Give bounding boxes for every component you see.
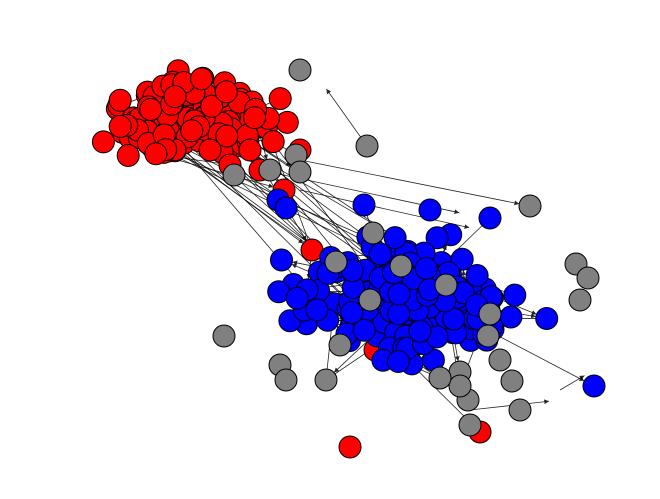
- graph-node-gray: [258, 158, 282, 182]
- graph-node-blue: [340, 301, 364, 325]
- graph-node-red: [139, 98, 163, 121]
- graph-node-red: [200, 94, 224, 118]
- graph-node-red: [180, 119, 204, 143]
- graph-node-blue: [383, 226, 407, 250]
- graph-edge: [326, 88, 368, 147]
- graph-node-blue: [408, 319, 432, 343]
- graph-node-gray: [274, 368, 298, 392]
- graph-node-blue: [352, 193, 376, 217]
- graph-node-blue: [368, 242, 392, 266]
- graph-node-red: [338, 435, 362, 459]
- graph-node-blue: [418, 198, 442, 222]
- graph-node-red: [243, 106, 267, 130]
- graph-node-blue: [285, 286, 309, 310]
- graph-node-red: [163, 85, 187, 109]
- graph-node-gray: [324, 250, 348, 274]
- graph-node-red: [190, 67, 213, 91]
- graph-node-gray: [576, 266, 600, 290]
- graph-node-red: [275, 110, 299, 134]
- graph-node-red: [268, 87, 292, 111]
- graph-node-blue: [387, 302, 411, 326]
- graph-node-gray: [355, 134, 379, 158]
- graph-edge: [559, 375, 585, 391]
- graph-node-blue: [270, 248, 293, 272]
- graph-node-gray: [358, 288, 382, 312]
- graph-node-gray: [222, 163, 246, 187]
- graph-node-blue: [425, 226, 449, 250]
- graph-node-gray: [448, 374, 472, 398]
- graph-node-red: [144, 142, 168, 166]
- graph-node-gray: [568, 288, 592, 312]
- graph-node-blue: [503, 283, 527, 307]
- graph-node-gray: [288, 160, 312, 184]
- graph-node-red: [108, 88, 132, 112]
- graph-node-gray: [508, 398, 532, 422]
- graph-node-blue: [499, 305, 523, 329]
- graph-node-gray: [500, 369, 524, 393]
- graph-edge: [299, 189, 470, 229]
- graph-node-blue: [478, 206, 502, 230]
- graph-node-blue: [535, 307, 559, 330]
- graph-edge: [299, 159, 520, 206]
- graph-node-gray: [361, 221, 385, 245]
- graph-node-gray: [518, 194, 542, 218]
- graph-node-gray: [458, 413, 482, 437]
- graph-node-red: [261, 130, 285, 154]
- graph-node-gray: [288, 58, 312, 82]
- graph-node-gray: [389, 254, 413, 278]
- graph-node-gray: [328, 333, 352, 357]
- graph-node-blue: [352, 318, 376, 342]
- graph-node-blue: [465, 264, 489, 287]
- graph-node-blue: [414, 257, 438, 280]
- graph-node-red: [238, 138, 262, 162]
- graph-node-gray: [212, 324, 236, 348]
- graph-node-red: [116, 144, 140, 167]
- graph-node-blue: [274, 196, 298, 220]
- graph-node-red: [215, 124, 239, 148]
- graph-node-gray: [478, 302, 502, 326]
- graph-node-gray: [488, 348, 512, 372]
- graph-node-gray: [314, 368, 338, 392]
- graph-node-red: [214, 80, 238, 104]
- node-layer: [91, 58, 606, 459]
- graph-node-blue: [387, 282, 411, 306]
- graph-node-gray: [428, 366, 452, 390]
- graph-node-blue: [305, 298, 329, 322]
- graph-node-blue: [582, 374, 606, 398]
- graph-node-red: [91, 130, 115, 154]
- graph-edge: [148, 143, 371, 250]
- graph-node-red: [108, 114, 132, 138]
- graph-node-blue: [386, 350, 410, 373]
- graph-node-red: [198, 138, 222, 162]
- graph-node-gray: [434, 273, 458, 297]
- graph-node-gray: [476, 324, 500, 348]
